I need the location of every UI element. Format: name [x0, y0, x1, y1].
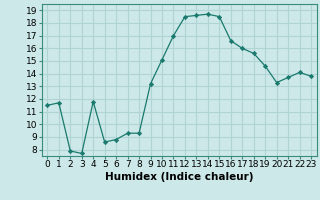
- X-axis label: Humidex (Indice chaleur): Humidex (Indice chaleur): [105, 172, 253, 182]
